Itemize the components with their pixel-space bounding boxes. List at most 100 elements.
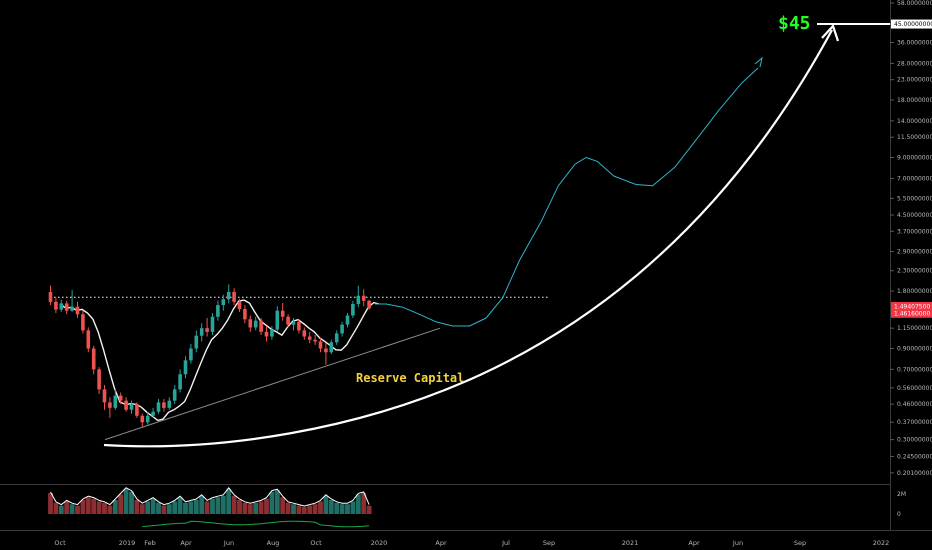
volume-bar [134, 500, 140, 514]
price-tick-label: 0.24500000 [897, 453, 932, 460]
price-tick-label: 5.50000000 [897, 195, 932, 202]
trend-lines [50, 23, 890, 448]
time-tick-label: 2022 [873, 539, 890, 547]
candle-body [221, 299, 226, 306]
candle-body [156, 402, 161, 412]
candle-body [270, 329, 274, 337]
volume-bar [58, 505, 64, 514]
projection-path [375, 67, 759, 327]
volume-tick-label: 0 [897, 511, 901, 518]
candle-body [135, 404, 139, 416]
candle-body [356, 295, 361, 304]
candle-body [232, 291, 236, 302]
candle-body [334, 333, 339, 343]
candle-body [253, 320, 258, 328]
candle-body [59, 303, 64, 310]
volume-pane [48, 486, 372, 514]
volume-bar [112, 500, 118, 514]
volume-bar [253, 502, 259, 514]
candle-body [64, 303, 69, 311]
volume-bar [183, 502, 188, 514]
time-tick-label: Sep [543, 539, 555, 547]
candle-body [194, 335, 199, 349]
volume-bar [193, 500, 199, 514]
candle-body [145, 415, 150, 423]
candle-body [118, 395, 123, 401]
candle-body [199, 328, 204, 336]
candle-body [124, 400, 128, 410]
time-tick-label: Apr [180, 539, 192, 547]
candle-body [162, 402, 166, 408]
price-tick-label: 18.00000000 [897, 97, 932, 104]
candle-body [97, 369, 101, 390]
candle-body [264, 331, 269, 337]
volume-bar [355, 494, 361, 514]
candle-body [183, 360, 188, 375]
volume-bar [242, 502, 248, 514]
volume-bar [334, 502, 340, 514]
price-tag-label: 45.00000000 [894, 21, 932, 28]
price-tick-label: 1.80000000 [897, 288, 932, 295]
candle-body [91, 348, 96, 370]
time-axis-ticks: Oct 2019 Feb Apr Jun Aug Oct 2020 Apr Jul Sep 2021 A… [54, 539, 889, 547]
volume-bar [231, 495, 237, 514]
price-tick-label: 0.20100000 [897, 470, 932, 477]
candlestick-series [48, 284, 371, 427]
volume-bar [226, 488, 232, 514]
volume-bar [301, 507, 307, 514]
volume-bar [107, 505, 113, 514]
volume-bar [247, 504, 253, 514]
price-tag-label: 1.46160000 [894, 310, 930, 317]
time-tick-label: Oct [310, 539, 322, 547]
price-axis-ticks: 58.00000000 45.00000000 36.00000000 28.0000… [890, 0, 932, 477]
volume-bar [48, 493, 53, 514]
price-tick-label: 28.00000000 [897, 60, 932, 67]
volume-bar [237, 500, 242, 514]
price-tick-label: 2.90000000 [897, 248, 932, 255]
volume-bar [264, 498, 269, 514]
candle-body [189, 348, 193, 361]
candle-body [70, 306, 74, 311]
volume-bar [188, 501, 194, 514]
candle-body [205, 328, 209, 332]
volume-axis-ticks: 2M 0 [897, 491, 906, 518]
time-tick-label: Apr [688, 539, 700, 547]
time-tick-label: Jun [223, 539, 234, 547]
price-tick-label: 0.37000000 [897, 419, 932, 426]
volume-bar [129, 491, 134, 514]
candle-body [340, 324, 344, 334]
candle-body [329, 342, 334, 353]
candle-body [367, 300, 371, 309]
volume-bar [166, 504, 172, 514]
volume-bar [118, 494, 124, 514]
volume-bar [210, 498, 215, 514]
volume-bar [318, 501, 323, 514]
candle-body [313, 339, 317, 342]
volume-bar [307, 505, 313, 514]
price-tick-label: 4.50000000 [897, 212, 932, 219]
price-tag-box [891, 19, 932, 29]
volume-bar [312, 504, 318, 514]
candle-body [351, 303, 355, 316]
volume-bar [328, 500, 334, 514]
volume-bar [274, 490, 280, 514]
price-tick-label: 9.00000000 [897, 155, 932, 162]
candle-body [237, 301, 242, 309]
volume-bar [345, 504, 350, 514]
volume-tick-label: 2M [897, 491, 906, 498]
price-tick-label: 3.70000000 [897, 228, 932, 235]
price-tag-box [891, 308, 932, 318]
volume-bar [64, 501, 70, 514]
price-tick-label: 36.00000000 [897, 40, 932, 47]
oscillator-line [142, 520, 370, 528]
volume-bar [150, 498, 156, 514]
moving-average-line [60, 299, 380, 422]
candle-body [172, 389, 177, 401]
price-tick-label: 7.00000000 [897, 175, 932, 182]
price-tick-label: 23.00000000 [897, 77, 932, 84]
volume-bar [361, 493, 367, 514]
price-tick-label: 11.50000000 [897, 134, 932, 141]
price-tag-box [891, 301, 932, 311]
annotations: $45 Reserve Capital [356, 13, 811, 385]
